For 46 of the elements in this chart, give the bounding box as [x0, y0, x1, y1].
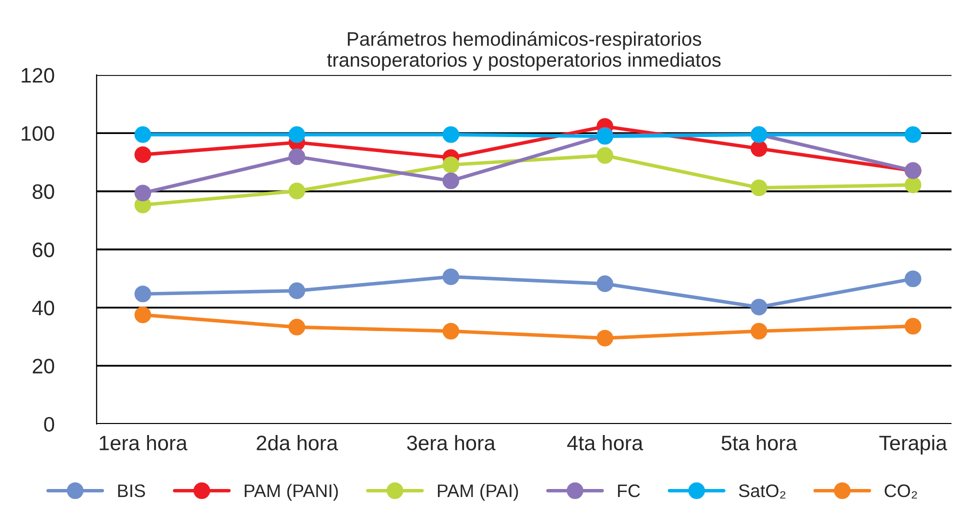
point [134, 184, 152, 202]
legend-label: FC [618, 484, 640, 498]
point [288, 148, 306, 166]
chart-title: Parámetros hemodinámicos-respiratorios transoperatorios y postoperatorios inmediatos [327, 31, 721, 71]
point [442, 172, 460, 190]
y-tick-label: 20 [32, 358, 54, 374]
legend-label: PAM (PANI) [244, 484, 338, 501]
point [442, 126, 460, 143]
point [750, 140, 768, 157]
point [288, 126, 306, 143]
point [750, 322, 768, 340]
point [442, 268, 460, 286]
point [904, 270, 922, 288]
point [904, 126, 922, 143]
x-tick-label: 3era hora [407, 435, 496, 450]
y-tick-label: 120 [22, 68, 54, 83]
point [442, 156, 460, 174]
point [750, 179, 768, 196]
y-tick-label: 40 [32, 300, 54, 316]
legend-label: PAM (PAI) [438, 484, 518, 501]
point [134, 286, 152, 302]
point [904, 176, 922, 194]
point [750, 298, 768, 316]
y-tick-label: 0 [44, 416, 54, 432]
x-tick-label: Terapia [879, 435, 948, 454]
point [596, 275, 614, 292]
point [288, 318, 306, 336]
point [442, 322, 460, 340]
legend-label: CO₂ [884, 484, 917, 499]
y-tick-label: 80 [32, 184, 54, 200]
y-tick-label: 60 [32, 242, 54, 258]
x-tick-label: 5ta hora [722, 435, 798, 450]
legend-label: BIS [118, 484, 145, 498]
point [596, 330, 614, 346]
point [288, 282, 306, 300]
point [596, 147, 614, 164]
point [134, 306, 152, 324]
point [904, 318, 922, 335]
x-tick-label: 1era hora [100, 435, 188, 450]
x-tick-label: 4ta hora [567, 435, 644, 450]
point [288, 182, 306, 200]
legend-label: SatO₂ [738, 484, 786, 499]
point [134, 126, 152, 143]
point [134, 146, 152, 163]
x-tick-label: 2da hora [256, 435, 338, 450]
y-tick-label: 100 [22, 126, 54, 141]
